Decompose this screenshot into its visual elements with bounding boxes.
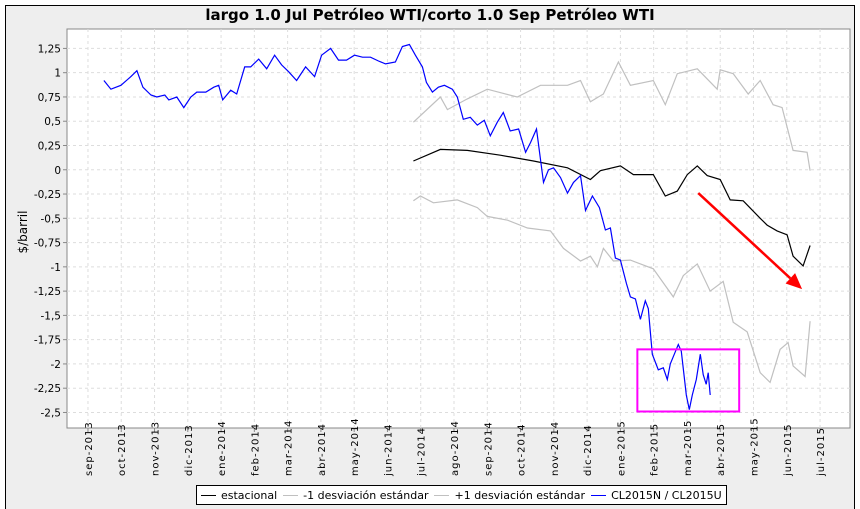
plot-area [66, 28, 851, 429]
arrow-head-icon [785, 273, 803, 290]
y-tick-label: 0,5 [44, 116, 61, 128]
y-tick-label: -2,25 [34, 383, 61, 395]
legend-label: -1 desviación estándar [303, 488, 429, 502]
legend-label: estacional [221, 488, 278, 502]
y-tick-label: -1,25 [34, 286, 61, 298]
x-tick-label: ene-2015 [616, 420, 627, 476]
y-tick-label: 1 [54, 68, 61, 80]
x-tick-label: abr-2014 [317, 423, 328, 476]
x-tick-label: sep-2013 [84, 421, 95, 476]
legend-item: +1 desviación estándar [434, 489, 585, 502]
legend-swatch [201, 494, 216, 496]
x-tick-label: mar-2014 [284, 420, 295, 476]
x-tick-label: nov-2014 [550, 421, 561, 476]
x-tick-label: jun-2015 [783, 423, 794, 477]
y-tick-label: -2 [51, 359, 61, 371]
y-tick-label: -0,75 [34, 238, 61, 250]
y-tick-label: -0,5 [41, 213, 62, 225]
x-tick-label: may-2015 [749, 417, 760, 476]
x-tick-label: oct-2014 [517, 423, 528, 476]
y-tick-label: -1 [51, 262, 61, 274]
y-tick-label: -2,5 [41, 407, 62, 419]
legend-swatch [434, 494, 450, 496]
x-tick-label: feb-2014 [250, 423, 261, 476]
y-tick-label: -1,75 [34, 335, 61, 347]
legend-label: +1 desviación estándar [454, 488, 586, 502]
series-line-3 [103, 43, 711, 410]
chart-title: largo 1.0 Jul Petróleo WTI/corto 1.0 Sep… [205, 6, 655, 24]
y-tick-label: 0 [54, 165, 61, 177]
x-tick-label: jun-2014 [383, 423, 394, 477]
x-tick-label: abr-2015 [716, 423, 727, 476]
legend-swatch [591, 494, 607, 496]
x-tick-label: mar-2015 [683, 420, 694, 476]
legend: estacional -1 desviación estándar +1 desvi… [196, 485, 727, 505]
highlight-box [636, 348, 741, 413]
legend-label: CL2015N / CL2015U [611, 488, 722, 502]
x-tick-label: dic-2013 [184, 424, 195, 476]
y-axis-label: $/barril [16, 211, 30, 254]
x-tick-label: dic-2014 [583, 424, 594, 476]
x-tick-label: jul-2015 [816, 427, 827, 477]
x-tick-label: ago-2014 [450, 420, 461, 476]
x-tick-label: may-2014 [350, 417, 361, 476]
y-tick-label: -1,5 [41, 310, 62, 322]
legend-item: -1 desviación estándar [283, 489, 428, 502]
y-tick-label: 0,25 [38, 140, 61, 152]
x-tick-label: sep-2014 [483, 421, 494, 476]
x-tick-label: oct-2013 [117, 423, 128, 476]
series-line-1 [413, 195, 811, 384]
legend-item: CL2015N / CL2015U [591, 489, 722, 502]
x-tick-label: nov-2013 [151, 421, 162, 476]
series-line-0 [413, 148, 811, 267]
series-line-2 [412, 60, 811, 171]
x-tick-label: feb-2015 [650, 423, 661, 476]
y-tick-label: 0,75 [38, 92, 61, 104]
x-tick-label: jul-2014 [417, 427, 428, 477]
legend-swatch [283, 494, 299, 496]
x-tick-label: ene-2014 [217, 420, 228, 476]
legend-item: estacional [201, 489, 277, 502]
y-tick-label: 1,25 [38, 43, 61, 55]
trend-arrow [697, 192, 792, 280]
y-tick-label: -0,25 [34, 189, 61, 201]
